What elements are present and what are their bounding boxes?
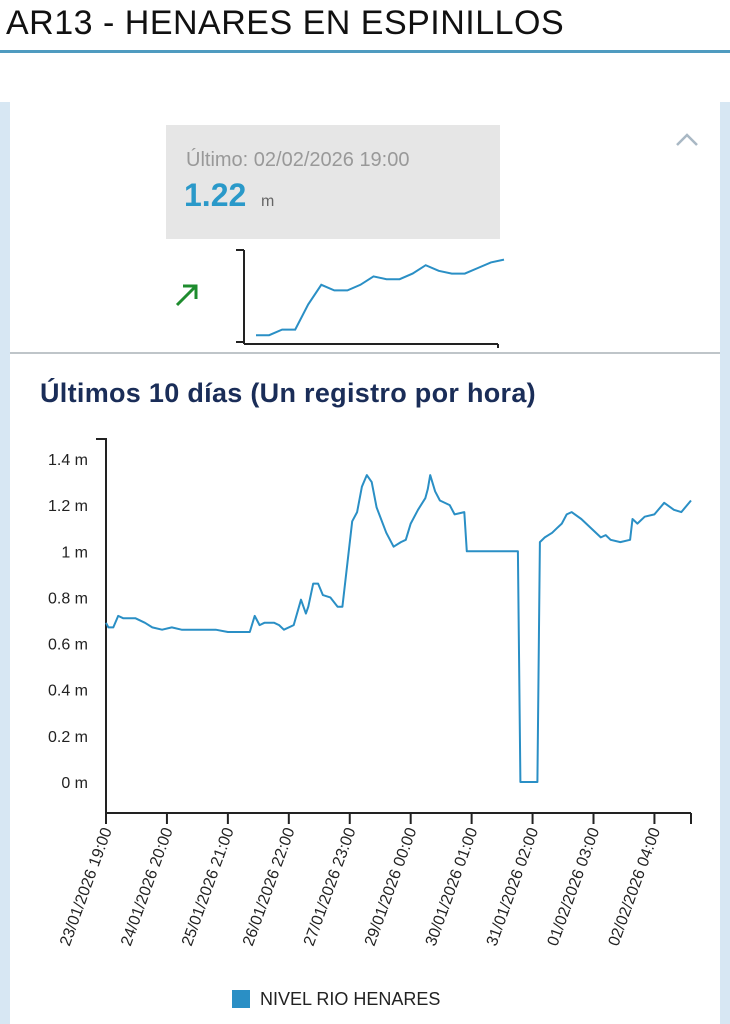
x-tick-label: 23/01/2026 19:00	[57, 825, 116, 948]
x-tick-label: 31/01/2026 02:00	[484, 825, 543, 948]
station-card: Último: 02/02/2026 19:00 1.22 m Últimos …	[10, 102, 720, 1024]
section-title: Últimos 10 días (Un registro por hora)	[40, 378, 536, 408]
y-tick-label: 1.4 m	[48, 452, 88, 469]
x-tick-label: 25/01/2026 21:00	[179, 825, 238, 948]
x-tick-label: 01/02/2026 03:00	[545, 825, 604, 948]
page-title: AR13 - HENARES EN ESPINILLOS	[6, 4, 565, 42]
x-tick-label: 02/02/2026 04:00	[606, 825, 665, 948]
station-panel: Último: 02/02/2026 19:00 1.22 m Últimos …	[0, 102, 730, 1024]
section-divider	[10, 352, 720, 354]
y-tick-label: 1 m	[61, 544, 88, 561]
chevron-up-icon[interactable]	[674, 130, 700, 150]
y-tick-label: 0 m	[61, 775, 88, 792]
y-tick-label: 0.8 m	[48, 590, 88, 607]
y-tick-label: 0.4 m	[48, 683, 88, 700]
latest-reading-unit: m	[261, 193, 275, 210]
series-line-nivel-rio-henares	[105, 474, 692, 783]
chart-legend[interactable]: NIVEL RIO HENARES	[232, 988, 440, 1010]
legend-label: NIVEL RIO HENARES	[260, 988, 441, 1009]
latest-reading-label: Último: 02/02/2026 19:00	[186, 149, 410, 171]
level-line-chart: 0 m 0.2 m 0.4 m 0.6 m 0.8 m 1 m 1.2 m 1.4 m 23/…	[48, 438, 692, 948]
legend-swatch	[232, 990, 250, 1008]
header-bar: AR13 - HENARES EN ESPINILLOS	[0, 0, 730, 53]
arrow-up-right-icon	[175, 284, 198, 307]
x-tick-label: 24/01/2026 20:00	[118, 825, 177, 948]
x-tick-label: 27/01/2026 23:00	[301, 825, 360, 948]
y-tick-label: 0.2 m	[48, 729, 88, 746]
y-tick-label: 1.2 m	[48, 498, 88, 515]
y-tick-label: 0.6 m	[48, 637, 88, 654]
x-tick-label: 26/01/2026 22:00	[240, 825, 299, 948]
x-tick-label: 29/01/2026 00:00	[362, 825, 421, 948]
sparkline-series-line	[256, 258, 505, 337]
x-tick-label: 30/01/2026 01:00	[423, 825, 482, 948]
sparkline-chart	[236, 249, 505, 348]
latest-reading-box: Último: 02/02/2026 19:00 1.22 m	[166, 125, 500, 239]
latest-reading-value: 1.22	[184, 177, 247, 213]
